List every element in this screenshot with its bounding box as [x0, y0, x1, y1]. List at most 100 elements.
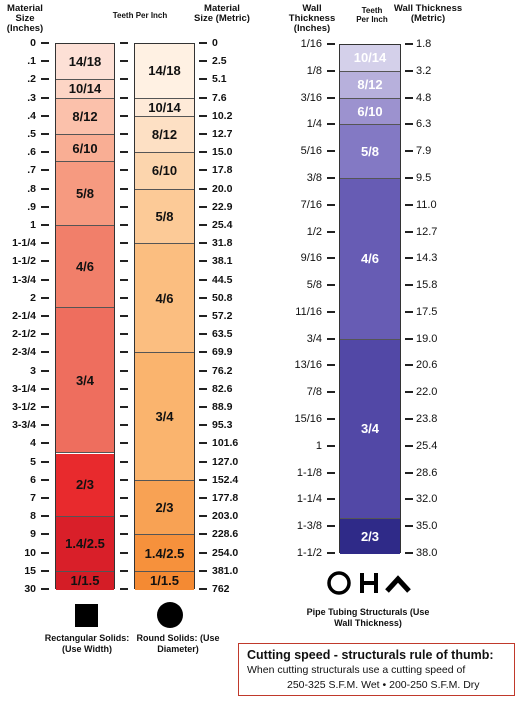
solids-inch-label: 9 [30, 528, 36, 541]
structurals-tick-right [405, 337, 413, 340]
solids-tick-left [41, 169, 49, 172]
solids-tick-right [199, 114, 207, 117]
solids-tick-left [41, 387, 49, 390]
tpi-band: 6/10 [56, 135, 114, 163]
solids-metric-label: 38.1 [212, 255, 233, 268]
cutting-speed-title: Cutting speed - structurals rule of thum… [247, 648, 494, 662]
tpi-band: 5/8 [340, 125, 400, 179]
structurals-tick-right [405, 43, 413, 45]
solids-inch-label: 2-1/4 [12, 310, 36, 322]
solids-inch-label: 2-1/2 [12, 328, 36, 341]
structurals-metric-label: 35.0 [416, 520, 438, 533]
circle-icon [157, 602, 183, 628]
solids-tpi-header: Teeth Per Inch [112, 11, 168, 20]
solids-tick-mid [120, 60, 128, 63]
solids-tick-right [199, 478, 207, 481]
solids-tick-right [199, 96, 207, 99]
solids-inch-label: 1 [30, 219, 36, 231]
solids-tick-mid [120, 42, 128, 44]
solids-tick-left [41, 151, 49, 154]
solids-inch-label: 3-3/4 [12, 419, 36, 432]
solids-inch-label: .1 [27, 55, 36, 68]
solids-inch-label: 1-1/2 [12, 255, 36, 268]
solids-tick-left [41, 478, 49, 481]
structurals-tick-right [405, 203, 413, 206]
structurals-tick-left [327, 391, 335, 394]
solids-metric-label: 76.2 [212, 364, 233, 377]
solids-tick-left [41, 315, 49, 317]
structurals-inch-label: 7/16 [300, 198, 322, 211]
tpi-band: 4/6 [56, 226, 114, 308]
rectangular-solids-column: 14/18 10/14 8/12 6/10 5/8 4/6 3/4 2/3 1.4/2.5 1/1… [55, 43, 115, 590]
solids-tick-mid [120, 497, 128, 499]
rectangular-solids-caption: Rectangular Solids: (Use Width) [44, 633, 130, 654]
structurals-tick-right [405, 364, 413, 367]
solids-metric-label: 152.4 [212, 473, 239, 486]
solids-tick-left [41, 242, 49, 245]
solids-tick-left [41, 497, 49, 499]
structurals-tick-right [405, 471, 413, 474]
structurals-inch-label: 1-1/8 [296, 466, 322, 479]
square-icon [75, 604, 98, 627]
solids-tick-right [199, 442, 207, 445]
solids-tick-right [199, 533, 207, 536]
structurals-tick-right [405, 310, 413, 313]
solids-tick-right [199, 351, 207, 354]
structurals-tick-right [405, 176, 413, 179]
solids-tick-right [199, 588, 207, 590]
structurals-tick-right [405, 444, 413, 447]
structurals-inch-label: 1-1/4 [296, 493, 322, 506]
tpi-band: 1/1.5 [135, 571, 194, 590]
solids-tick-left [41, 60, 49, 63]
solids-metric-label: 2.5 [212, 55, 227, 68]
solids-metric-label: 44.5 [212, 273, 233, 286]
solids-tick-mid [120, 96, 128, 99]
structurals-inch-label: 5/8 [306, 279, 322, 292]
tpi-band: 1.4/2.5 [135, 535, 194, 572]
structurals-inch-label: 1/8 [306, 64, 322, 77]
solids-tick-right [199, 515, 207, 518]
structurals-tick-right [405, 96, 413, 99]
solids-tick-mid [120, 169, 128, 172]
solids-inch-label: 7 [30, 492, 36, 504]
solids-metric-label: 7.6 [212, 91, 227, 104]
structurals-metric-label: 28.6 [416, 466, 438, 479]
structurals-tick-left [327, 96, 335, 99]
solids-metric-label: 20.0 [212, 182, 233, 195]
structurals-inch-label: 1-1/2 [296, 547, 322, 559]
solids-metric-label: 228.6 [212, 528, 239, 541]
solids-tick-mid [120, 333, 128, 336]
solids-tick-mid [120, 569, 128, 572]
structurals-inch-header: Wall Thickness (Inches) [288, 3, 336, 34]
solids-tick-right [199, 551, 207, 554]
solids-metric-label: 50.8 [212, 291, 233, 304]
structurals-inch-label: 1 [315, 439, 322, 452]
solids-inch-label: .9 [27, 200, 36, 213]
tpi-band: 8/12 [56, 98, 114, 135]
structurals-metric-label: 11.0 [416, 198, 437, 211]
structurals-inch-label: 15/16 [294, 413, 322, 426]
solids-inch-label: 3 [30, 364, 36, 377]
solids-inch-label: 10 [24, 546, 36, 559]
solids-tick-right [199, 151, 207, 154]
solids-inch-label: 1-1/4 [12, 237, 36, 250]
tpi-band: 5/8 [135, 189, 194, 245]
solids-tick-left [41, 424, 49, 427]
solids-inch-label: .8 [27, 182, 36, 195]
solids-inch-label: 1-3/4 [12, 273, 36, 286]
solids-metric-label: 17.8 [212, 164, 233, 177]
solids-metric-label: 31.8 [212, 237, 233, 250]
solids-tick-mid [120, 533, 128, 536]
solids-inch-label: 30 [24, 583, 36, 595]
structurals-metric-label: 4.8 [416, 91, 432, 104]
solids-tick-mid [120, 387, 128, 390]
structurals-inch-label: 1/2 [306, 225, 322, 238]
tpi-band: 8/12 [340, 71, 400, 99]
structurals-metric-label: 7.9 [416, 145, 432, 158]
structurals-inch-label: 11/16 [295, 305, 322, 318]
solids-inch-label: 6 [30, 473, 36, 486]
tpi-band: 2/3 [135, 480, 194, 536]
structurals-tick-left [327, 444, 335, 447]
solids-inch-label: 2 [30, 291, 36, 304]
structurals-tick-left [327, 230, 335, 233]
